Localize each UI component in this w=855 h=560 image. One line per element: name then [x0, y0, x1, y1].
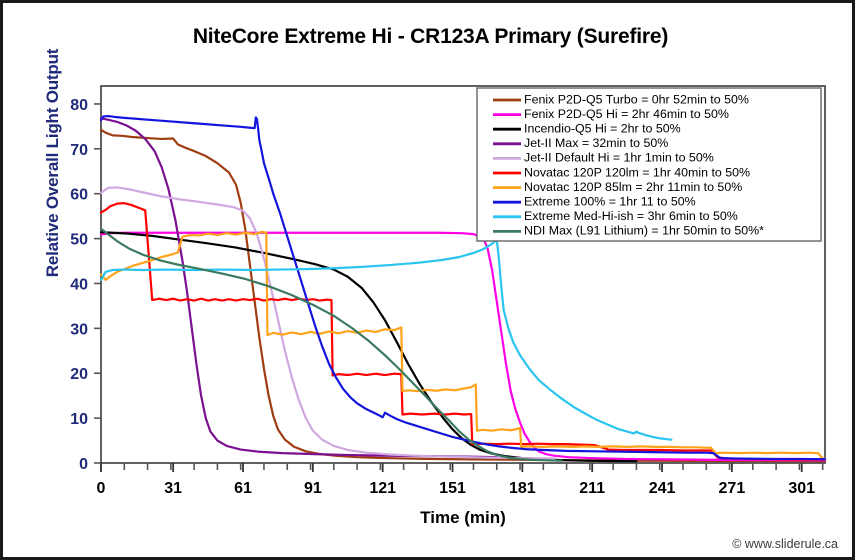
series-line-5 — [99, 202, 827, 461]
x-tick-label: 121 — [369, 480, 396, 497]
x-axis-label: Time (min) — [420, 508, 506, 527]
series-line-3 — [99, 117, 498, 459]
x-tick-label: 0 — [97, 480, 106, 497]
y-tick-label: 10 — [70, 411, 88, 428]
legend-label-4: Jet-II Default Hi = 1hr 1min to 50% — [524, 151, 714, 165]
series-line-9 — [99, 227, 564, 462]
x-tick-label: 151 — [439, 480, 466, 497]
x-tick-label: 241 — [649, 480, 676, 497]
chart-plot: 0 10 20 30 40 50 60 70 80 0 31 61 91 121 151 181 211 241 2… — [70, 85, 827, 497]
legend-label-3: Jet-II Max = 32min to 50% — [524, 136, 668, 150]
series-line-6 — [99, 230, 827, 461]
x-tick-label: 181 — [509, 480, 536, 497]
x-tick-label: 91 — [304, 480, 322, 497]
y-tick-label: 50 — [70, 232, 88, 249]
y-tick-label: 0 — [79, 456, 88, 473]
x-tick-label: 301 — [788, 480, 815, 497]
x-tick-label: 61 — [234, 480, 252, 497]
y-tick-label: 40 — [70, 276, 88, 293]
y-tick-label: 70 — [70, 142, 88, 159]
y-tick-label: 20 — [70, 366, 88, 383]
legend-label-7: Extreme 100% = 1hr 11 to 50% — [524, 194, 696, 208]
y-tick-label: 60 — [70, 187, 88, 204]
page-title: NiteCore Extreme Hi - CR123A Primary (Su… — [192, 25, 669, 48]
x-tick-label: 271 — [719, 480, 746, 497]
x-tick-label: 31 — [164, 480, 182, 497]
series-line-4 — [99, 186, 557, 460]
x-tick-label: 211 — [579, 480, 605, 497]
legend-label-2: Incendio-Q5 Hi = 2hr to 50% — [524, 121, 681, 135]
legend-label-9: NDI Max (L91 Lithium) = 1hr 50min to 50%… — [524, 224, 764, 238]
series-line-0 — [99, 128, 827, 463]
legend-label-8: Extreme Med-Hi-ish = 3hr 6min to 50% — [524, 209, 738, 223]
series-line-8 — [99, 238, 673, 441]
legend-box — [476, 87, 822, 242]
legend-label-5: Novatac 120P 120lm = 1hr 40min to 50% — [524, 165, 750, 179]
series-line-7 — [99, 114, 827, 461]
copyright-notice: © www.sliderule.ca — [732, 537, 838, 551]
y-tick-label: 80 — [70, 97, 88, 114]
legend-label-1: Fenix P2D-Q5 Hi = 2hr 46min to 50% — [524, 107, 729, 121]
y-tick-label: 30 — [70, 321, 88, 338]
legend-label-0: Fenix P2D-Q5 Turbo = 0hr 52min to 50% — [524, 92, 749, 106]
legend-label-6: Novatac 120P 85lm = 2hr 11min to 50% — [524, 180, 742, 194]
